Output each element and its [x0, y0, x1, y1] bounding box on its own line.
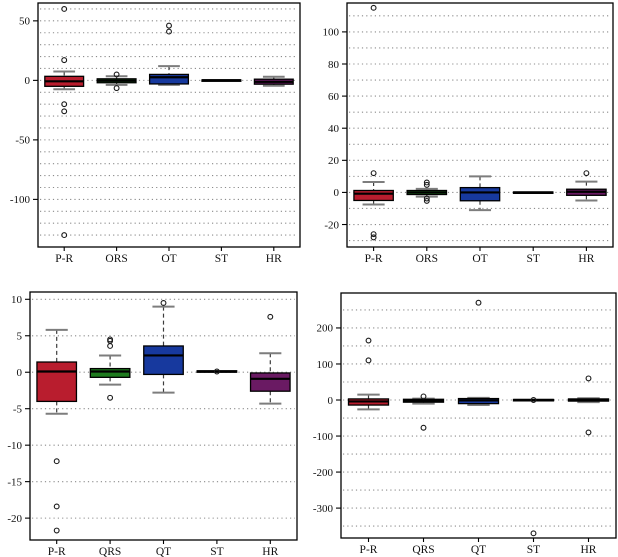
y-tick-label: 50: [19, 16, 31, 28]
x-category-label: ST: [526, 253, 539, 262]
y-tick-label: 100: [317, 359, 334, 371]
outlier-point: [530, 397, 537, 403]
y-tick-label: 40: [328, 123, 340, 135]
outlier-point: [370, 234, 377, 241]
y-tick-label: -5: [13, 404, 23, 416]
outlier-point: [370, 4, 377, 11]
outlier-point: [53, 458, 60, 465]
y-tick-label: 0: [334, 187, 340, 199]
outlier-point: [160, 299, 167, 306]
y-tick-label: 80: [328, 59, 340, 71]
boxplot-chart-bottom-left: 10 5 0 -5 -10 -15 -20 P-R QRS QT ST HR: [7, 291, 298, 557]
panel-bottom-left: 10 5 0 -5 -10 -15 -20 P-R QRS QT ST HR: [0, 278, 309, 557]
x-category-label: HR: [581, 544, 597, 556]
outlier-point: [365, 357, 372, 364]
x-category-label: HR: [578, 253, 594, 262]
x-category-label: ST: [215, 253, 228, 262]
x-category-label: HR: [262, 546, 278, 557]
box-QT: [459, 186, 501, 202]
y-tick-label: -10: [7, 440, 22, 452]
outlier-point: [370, 170, 377, 177]
outlier-point: [107, 394, 114, 401]
x-category-label: QRS: [412, 544, 434, 556]
outlier-point: [423, 197, 430, 204]
boxplot-chart-bottom-right: 200 100 0 -100 -200 -300 P-R QRS QT ST HR: [313, 292, 617, 556]
outlier-point: [53, 503, 60, 510]
x-category-label: QT: [161, 253, 176, 262]
x-category-label: P-R: [365, 253, 383, 262]
box-P-R: [353, 189, 394, 202]
outlier-point: [61, 232, 68, 239]
box-QRS: [89, 367, 131, 378]
outlier-point: [420, 424, 427, 431]
x-category-label: QRS: [416, 253, 438, 262]
outlier-point: [585, 429, 592, 436]
y-tick-label: 200: [317, 323, 334, 335]
plot-border: [37, 2, 301, 248]
x-category-label: P-R: [55, 253, 73, 262]
y-tick-label: -50: [15, 135, 30, 147]
x-category-label: ST: [527, 544, 540, 556]
outlier-point: [423, 195, 430, 202]
y-tick-label: -300: [313, 503, 334, 515]
outlier-point: [166, 22, 172, 29]
outlier-point: [423, 179, 430, 186]
outlier-point: [267, 313, 274, 320]
outlier-point: [420, 393, 427, 400]
panel-bottom-right: 200 100 0 -100 -200 -300 P-R QRS QT ST HR: [309, 278, 618, 557]
outlier-point: [61, 108, 68, 115]
x-category-label: P-R: [48, 546, 66, 557]
x-category-label: HR: [266, 253, 282, 262]
outlier-point: [475, 299, 482, 306]
panel-top-left: 50 0 -50 -100 P-R QRS QT ST HR: [0, 0, 309, 262]
box-QT: [148, 73, 190, 85]
outlier-point: [585, 375, 592, 382]
boxplot-chart-top-left: 50 0 -50 -100 P-R QRS QT ST HR: [10, 2, 301, 262]
box-QT: [143, 345, 184, 376]
outlier-point: [61, 6, 68, 12]
outlier-point: [166, 28, 172, 35]
outlier-point: [365, 337, 372, 344]
x-category-label: QT: [472, 253, 487, 262]
y-tick-label: -100: [313, 431, 334, 443]
outlier-point: [530, 530, 537, 537]
box-HR: [249, 372, 291, 392]
outlier-point: [61, 101, 68, 108]
y-tick-label: 60: [328, 91, 340, 103]
x-category-label: P-R: [360, 544, 378, 556]
outlier-point: [113, 71, 120, 78]
y-tick-label: -15: [7, 476, 22, 488]
y-tick-label: -20: [7, 513, 22, 525]
y-tick-label: 5: [17, 331, 23, 343]
outlier-point: [61, 57, 68, 64]
y-tick-label: 0: [17, 367, 23, 379]
y-tick-label: 10: [11, 294, 23, 306]
outlier-point: [370, 231, 377, 238]
outlier-point: [107, 343, 114, 349]
y-tick-label: -100: [10, 194, 31, 206]
box-P-R: [36, 361, 78, 403]
outlier-point: [113, 85, 120, 92]
plot-border: [340, 292, 617, 539]
outlier-point: [583, 170, 590, 177]
x-category-label: QRS: [99, 546, 121, 557]
y-tick-label: 0: [25, 75, 31, 87]
x-category-label: ST: [210, 546, 223, 557]
y-tick-label: 20: [328, 155, 340, 167]
x-category-label: QT: [156, 546, 171, 557]
y-tick-label: -200: [313, 467, 334, 479]
x-category-label: QT: [471, 544, 486, 556]
outlier-point: [423, 181, 430, 188]
x-category-label: QRS: [105, 253, 127, 262]
y-tick-label: -20: [324, 219, 339, 231]
y-tick-label: 0: [328, 395, 334, 407]
outlier-point: [213, 368, 220, 375]
y-tick-label: 100: [323, 27, 340, 39]
panel-top-right: 100 80 60 40 20 0 -20 P-R QRS QT ST HR: [309, 0, 618, 262]
outlier-point: [53, 527, 60, 534]
boxplot-chart-top-right: 100 80 60 40 20 0 -20 P-R QRS QT ST HR: [323, 2, 614, 262]
